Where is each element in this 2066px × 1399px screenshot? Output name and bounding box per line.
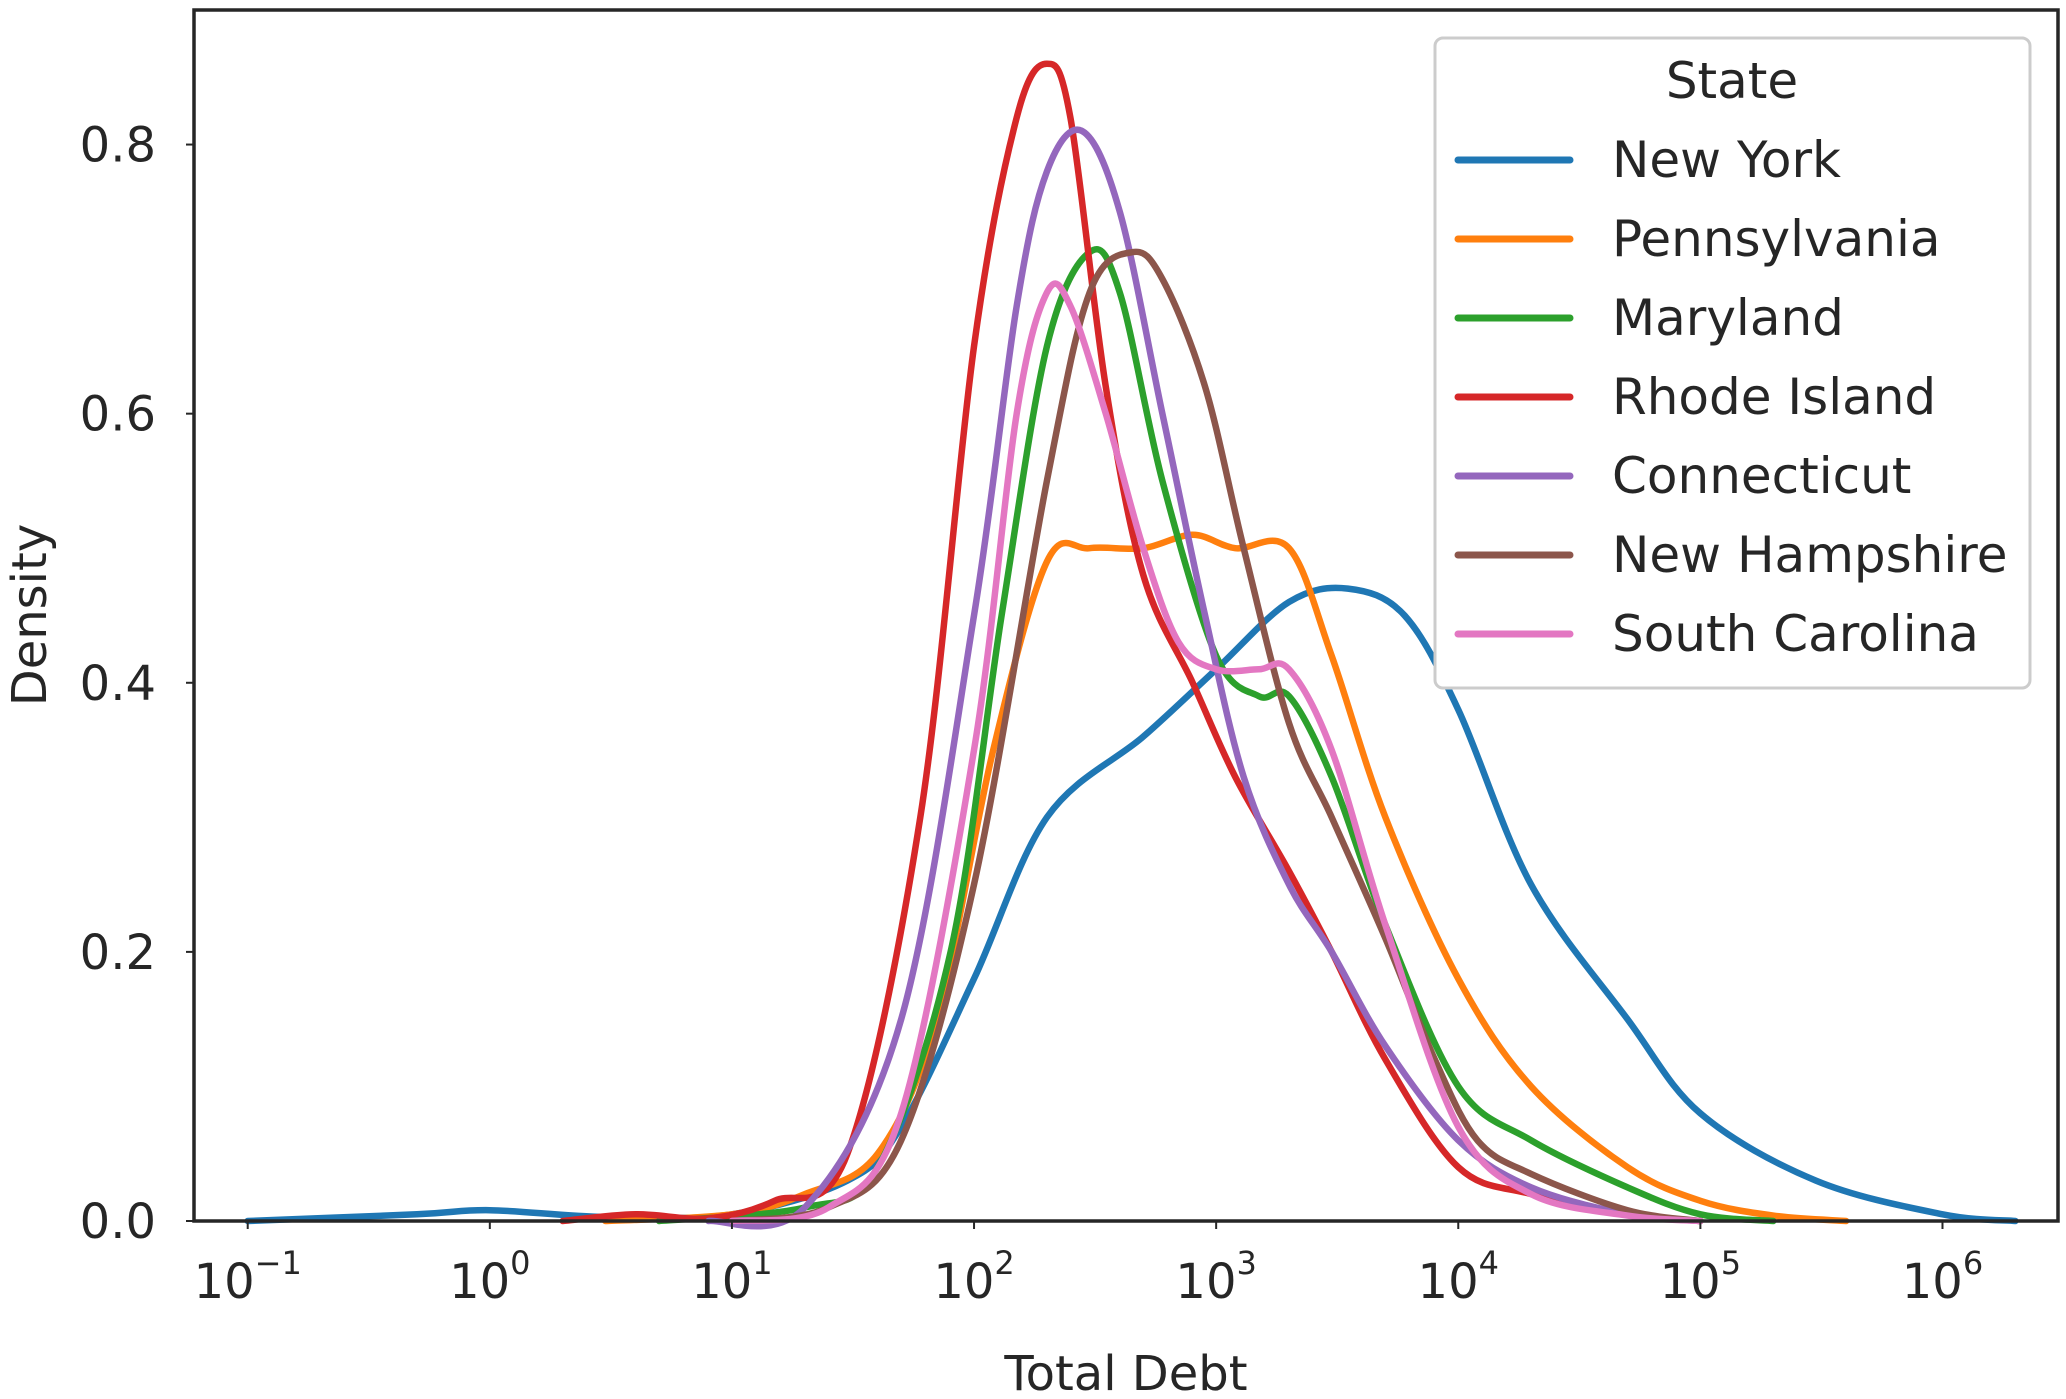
x-tick-label: 103: [1175, 1244, 1256, 1310]
legend-title: State: [1666, 52, 1798, 110]
legend-items: New York Pennsylvania Maryland Rhode Island…: [1454, 131, 2007, 663]
legend-label: Pennsylvania: [1612, 210, 1941, 268]
y-tick-label: 0.8: [80, 118, 156, 174]
x-tick-label: 104: [1418, 1244, 1499, 1310]
legend-box: [1433, 36, 2032, 690]
x-tick-exponent: 1: [752, 1244, 772, 1282]
legend: State New York Pennsylvania Maryland Rhode …: [1433, 36, 2032, 690]
legend-label: South Carolina: [1612, 605, 1979, 663]
x-tick-exponent: 6: [1963, 1244, 1983, 1282]
x-tick-base: 10: [1418, 1254, 1479, 1310]
x-tick-base: 10: [194, 1254, 255, 1310]
legend-label: New Hampshire: [1612, 526, 2007, 584]
x-tick-base: 10: [1660, 1254, 1721, 1310]
series-line-6: [728, 280, 1704, 1225]
x-tick-exponent: 3: [1237, 1244, 1257, 1282]
series-curves: [244, 60, 2019, 1230]
x-tick-label: 10−1: [194, 1244, 302, 1310]
x-tick-label: 101: [691, 1244, 772, 1310]
y-axis-ticks: 0.0 0.2 0.4 0.6 0.8: [80, 118, 194, 1250]
legend-label: New York: [1612, 131, 1841, 189]
legend-label: Connecticut: [1612, 447, 1911, 505]
x-tick-base: 10: [933, 1254, 994, 1310]
x-tick-exponent: 0: [510, 1244, 530, 1282]
x-tick-exponent: 5: [1721, 1244, 1741, 1282]
x-axis-label: Total Debt: [1003, 1346, 1247, 1399]
y-axis-label: Density: [2, 524, 58, 706]
y-tick-label: 0.2: [80, 925, 156, 981]
y-tick-label: 0.6: [80, 387, 156, 443]
series-line-5: [728, 248, 1704, 1225]
legend-label: Rhode Island: [1612, 368, 1936, 426]
x-tick-base: 10: [1175, 1254, 1236, 1310]
x-tick-label: 102: [933, 1244, 1014, 1310]
x-tick-base: 10: [1902, 1254, 1963, 1310]
x-tick-label: 105: [1660, 1244, 1741, 1310]
x-tick-exponent: 4: [1479, 1244, 1499, 1282]
x-tick-exponent: 2: [994, 1244, 1014, 1282]
series-line-2: [655, 246, 1777, 1225]
y-tick-label: 0.4: [80, 656, 156, 712]
x-tick-label: 100: [449, 1244, 530, 1310]
plot-frame: [192, 8, 2060, 1223]
x-tick-base: 10: [449, 1254, 510, 1310]
series-line-4: [705, 126, 1704, 1230]
x-tick-base: 10: [691, 1254, 752, 1310]
x-tick-label: 106: [1902, 1244, 1983, 1310]
x-tick-exponent: −1: [255, 1244, 302, 1282]
y-tick-label: 0.0: [80, 1194, 156, 1250]
x-axis-ticks: 10−1 100 101 102 103 104 105 106: [194, 1221, 1983, 1310]
legend-label: Maryland: [1612, 289, 1844, 347]
